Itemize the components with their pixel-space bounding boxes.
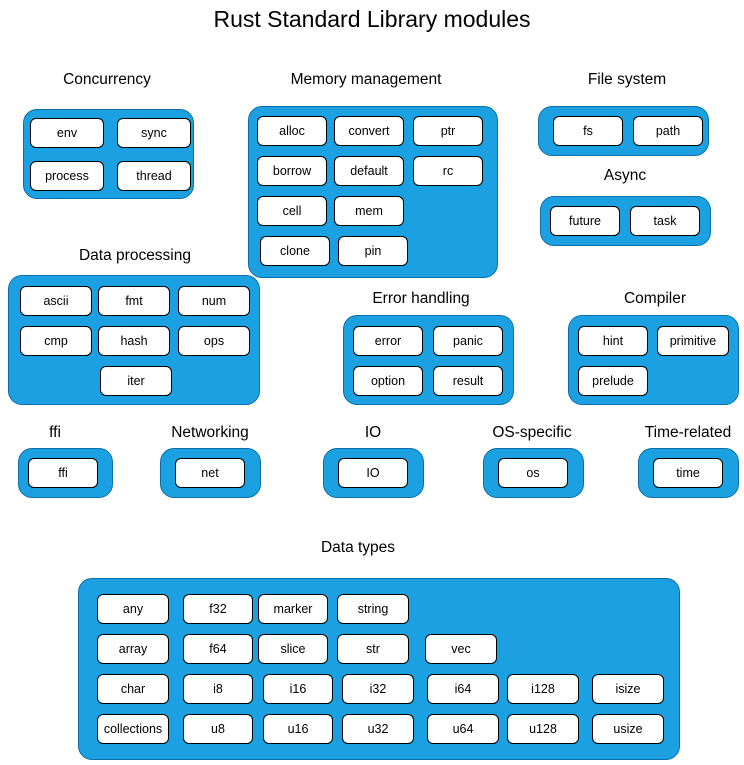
module-path[interactable]: path xyxy=(633,116,703,146)
module-hint[interactable]: hint xyxy=(578,326,648,356)
module-prelude[interactable]: prelude xyxy=(578,366,648,396)
module-error[interactable]: error xyxy=(353,326,423,356)
module-collections[interactable]: collections xyxy=(97,714,169,744)
module-ascii[interactable]: ascii xyxy=(20,286,92,316)
module-i32[interactable]: i32 xyxy=(342,674,414,704)
module-rc[interactable]: rc xyxy=(413,156,483,186)
module-isize[interactable]: isize xyxy=(592,674,664,704)
module-alloc[interactable]: alloc xyxy=(257,116,327,146)
compiler-group-label: Compiler xyxy=(623,290,687,307)
module-num[interactable]: num xyxy=(178,286,250,316)
module-default[interactable]: default xyxy=(334,156,404,186)
module-f64[interactable]: f64 xyxy=(183,634,253,664)
module-option[interactable]: option xyxy=(353,366,423,396)
module-u128[interactable]: u128 xyxy=(507,714,579,744)
module-cmp[interactable]: cmp xyxy=(20,326,92,356)
module-future[interactable]: future xyxy=(550,206,620,236)
module-char[interactable]: char xyxy=(97,674,169,704)
module-convert[interactable]: convert xyxy=(334,116,404,146)
module-any[interactable]: any xyxy=(97,594,169,624)
error-group-label: Error handling xyxy=(372,290,470,307)
os-group-label: OS-specific xyxy=(492,424,572,441)
module-task[interactable]: task xyxy=(630,206,700,236)
module-time[interactable]: time xyxy=(653,458,723,488)
module-mem[interactable]: mem xyxy=(334,196,404,226)
module-i64[interactable]: i64 xyxy=(427,674,499,704)
module-env[interactable]: env xyxy=(30,118,104,148)
module-ffi[interactable]: ffi xyxy=(28,458,98,488)
dataproc-group-label: Data processing xyxy=(78,247,192,264)
concurrency-group-label: Concurrency xyxy=(63,71,151,88)
module-usize[interactable]: usize xyxy=(592,714,664,744)
module-fmt[interactable]: fmt xyxy=(98,286,170,316)
module-u16[interactable]: u16 xyxy=(263,714,333,744)
module-u64[interactable]: u64 xyxy=(427,714,499,744)
module-hash[interactable]: hash xyxy=(98,326,170,356)
module-slice[interactable]: slice xyxy=(258,634,328,664)
module-u8[interactable]: u8 xyxy=(183,714,253,744)
module-panic[interactable]: panic xyxy=(433,326,503,356)
module-primitive[interactable]: primitive xyxy=(657,326,729,356)
module-vec[interactable]: vec xyxy=(425,634,497,664)
io-group-label: IO xyxy=(364,424,382,441)
time-group-label: Time-related xyxy=(644,424,732,441)
module-f32[interactable]: f32 xyxy=(183,594,253,624)
ffi-group-label: ffi xyxy=(49,424,61,441)
module-iter[interactable]: iter xyxy=(100,366,172,396)
networking-group-label: Networking xyxy=(171,424,249,441)
module-ptr[interactable]: ptr xyxy=(413,116,483,146)
module-pin[interactable]: pin xyxy=(338,236,408,266)
module-i8[interactable]: i8 xyxy=(183,674,253,704)
module-u32[interactable]: u32 xyxy=(342,714,414,744)
module-array[interactable]: array xyxy=(97,634,169,664)
module-net[interactable]: net xyxy=(175,458,245,488)
module-clone[interactable]: clone xyxy=(260,236,330,266)
module-io[interactable]: IO xyxy=(338,458,408,488)
module-borrow[interactable]: borrow xyxy=(257,156,327,186)
module-string[interactable]: string xyxy=(337,594,409,624)
module-fs[interactable]: fs xyxy=(553,116,623,146)
async-group-label: Async xyxy=(603,167,647,184)
module-process[interactable]: process xyxy=(30,161,104,191)
module-str[interactable]: str xyxy=(337,634,409,664)
datatypes-group-label: Data types xyxy=(320,539,396,556)
memory-group-label: Memory management xyxy=(290,71,442,88)
module-i16[interactable]: i16 xyxy=(263,674,333,704)
diagram-title: Rust Standard Library modules xyxy=(213,6,531,32)
module-cell[interactable]: cell xyxy=(257,196,327,226)
module-marker[interactable]: marker xyxy=(258,594,328,624)
module-result[interactable]: result xyxy=(433,366,503,396)
module-sync[interactable]: sync xyxy=(117,118,191,148)
module-os[interactable]: os xyxy=(498,458,568,488)
filesystem-group-label: File system xyxy=(587,71,667,88)
module-thread[interactable]: thread xyxy=(117,161,191,191)
module-i128[interactable]: i128 xyxy=(507,674,579,704)
module-ops[interactable]: ops xyxy=(178,326,250,356)
